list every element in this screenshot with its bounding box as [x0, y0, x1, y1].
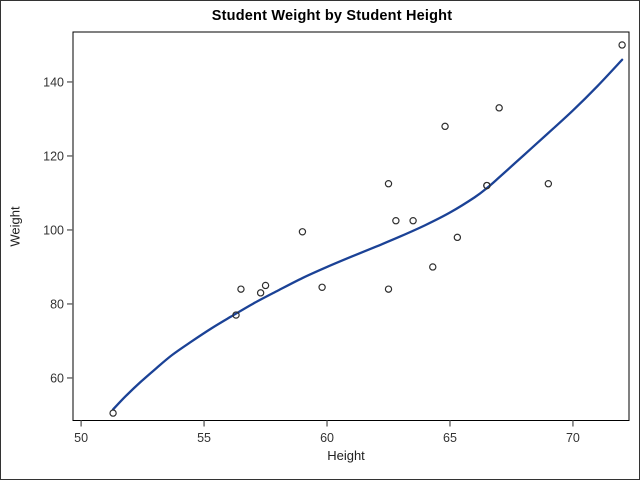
y-tick-label: 120 [43, 149, 64, 163]
plot-frame-border [72, 31, 630, 421]
data-point [483, 181, 491, 190]
y-tick-label: 80 [50, 297, 64, 311]
y-tick-label: 100 [43, 223, 64, 237]
data-point [453, 233, 462, 242]
data-point [237, 285, 245, 293]
data-point [409, 216, 417, 225]
data-point [429, 263, 437, 271]
y-tick-label: 140 [43, 75, 64, 89]
data-point [261, 281, 270, 290]
plot-frame [72, 31, 630, 421]
tick-labels: 50 55 60 65 70 60 80 100 120 140 [43, 75, 580, 445]
x-tick-label: 60 [320, 431, 334, 445]
fit-curve [111, 58, 624, 411]
data-point [232, 311, 240, 319]
data-point [495, 104, 503, 112]
axis-ticks [67, 81, 574, 427]
x-axis-label: Height [327, 448, 365, 463]
data-point [109, 409, 117, 417]
data-point [441, 122, 449, 131]
data-point [298, 228, 307, 236]
fit-curve-path [111, 58, 624, 411]
data-point [392, 216, 400, 225]
data-point [384, 285, 393, 293]
scatter-points [109, 41, 626, 417]
data-point [544, 179, 553, 188]
data-point [384, 179, 393, 188]
data-point [618, 41, 626, 49]
y-tick-label: 60 [50, 371, 64, 385]
x-tick-label: 55 [197, 431, 211, 445]
data-point [318, 283, 326, 291]
x-tick-label: 50 [74, 431, 88, 445]
data-point [256, 289, 265, 297]
y-axis-label: Weight [7, 206, 23, 247]
chart-title: Student Weight by Student Height [211, 8, 453, 24]
x-tick-label: 70 [566, 431, 580, 445]
x-tick-label: 65 [443, 431, 457, 445]
